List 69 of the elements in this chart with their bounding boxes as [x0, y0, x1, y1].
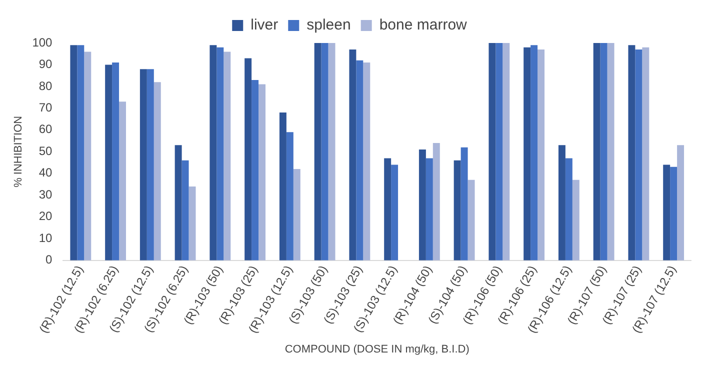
- bar: [607, 43, 614, 260]
- bar: [70, 45, 78, 260]
- bar: [216, 47, 224, 260]
- y-tick-label: 50: [38, 144, 53, 158]
- bar: [677, 145, 684, 260]
- bar: [286, 132, 294, 260]
- bar: [642, 47, 650, 260]
- bar: [670, 166, 678, 260]
- bar: [210, 45, 217, 260]
- bar: [328, 43, 336, 260]
- bar: [524, 47, 531, 260]
- bar: [154, 82, 161, 260]
- bar: [105, 64, 112, 260]
- bar: [174, 145, 182, 260]
- bar: [119, 102, 126, 260]
- bar: [635, 50, 642, 260]
- y-tick-label: 60: [38, 122, 53, 136]
- bar: [279, 112, 286, 260]
- bar: [188, 186, 196, 260]
- bar: [391, 164, 398, 260]
- bar: [293, 169, 300, 260]
- bar: [146, 69, 154, 260]
- bar: [384, 158, 392, 260]
- legend-label: spleen: [306, 16, 351, 34]
- y-axis-title: % INHIBITION: [12, 116, 25, 188]
- bar: [426, 158, 433, 260]
- bar: [252, 80, 259, 260]
- bar: [460, 147, 468, 260]
- bar: [468, 180, 475, 260]
- x-axis-title: COMPOUND (DOSE IN mg/kg, B.I.D): [284, 343, 470, 356]
- bar: [84, 52, 92, 260]
- y-tick-label: 70: [38, 100, 53, 115]
- legend-label: liver: [250, 16, 278, 34]
- bar: [349, 50, 356, 260]
- y-tick-label: 40: [38, 166, 53, 180]
- bar: [572, 180, 580, 260]
- bar: [182, 160, 189, 260]
- bar: [321, 43, 328, 260]
- bar: [530, 45, 538, 260]
- y-tick-label: 30: [38, 187, 53, 202]
- bar: [454, 160, 461, 260]
- bar: [663, 164, 670, 260]
- bar: [488, 43, 496, 260]
- bar: [600, 43, 608, 260]
- y-tick-label: 0: [46, 252, 53, 267]
- bar: [418, 149, 426, 260]
- bar: [628, 45, 636, 260]
- bar: [502, 43, 510, 260]
- y-tick-label: 10: [38, 230, 53, 245]
- bar: [112, 62, 120, 260]
- bar: [363, 62, 370, 260]
- bar: [140, 69, 147, 260]
- bar: [258, 84, 266, 260]
- bar: [244, 58, 252, 260]
- bar: [538, 50, 545, 260]
- bar: [77, 45, 84, 260]
- bar: [558, 145, 566, 260]
- bar: [496, 43, 503, 260]
- y-tick-label: 80: [38, 78, 53, 93]
- y-tick-label: 20: [38, 209, 53, 224]
- y-tick-label: 100: [32, 35, 53, 50]
- bar: [224, 52, 231, 260]
- legend-label: bone marrow: [379, 16, 468, 34]
- bar: [432, 142, 440, 260]
- bar: [314, 43, 322, 260]
- bar: [356, 60, 364, 260]
- bar: [593, 43, 600, 260]
- bar: [565, 158, 572, 260]
- y-tick-label: 90: [38, 57, 53, 72]
